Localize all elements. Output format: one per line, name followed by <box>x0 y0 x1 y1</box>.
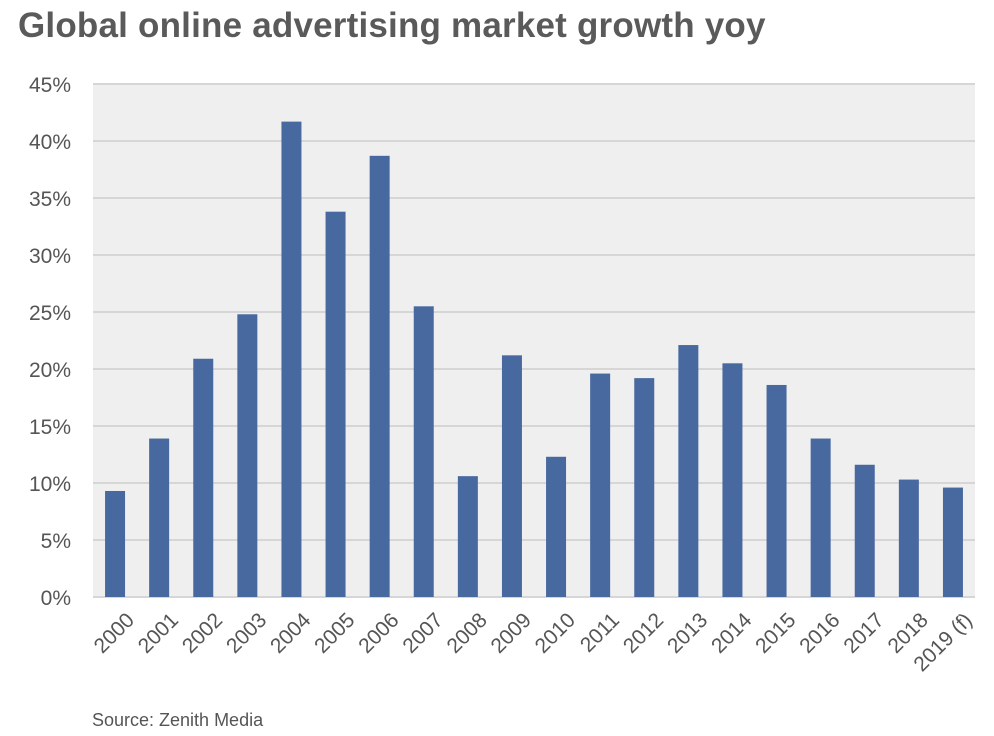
bar-2009 <box>501 355 522 597</box>
x-tick-label: 2016 <box>795 609 844 658</box>
bar-2008 <box>457 476 478 597</box>
bar-2017 <box>854 464 875 597</box>
x-tick-label: 2005 <box>310 609 359 658</box>
x-tick-label: 2003 <box>222 609 271 658</box>
y-tick-label: 35% <box>29 188 71 211</box>
bar-2005 <box>325 211 346 597</box>
bar-2010 <box>546 456 567 597</box>
x-tick-label: 2002 <box>178 609 227 658</box>
x-tick-label: 2017 <box>839 609 888 658</box>
bar-2000 <box>105 490 126 597</box>
bar-2006 <box>369 155 390 597</box>
bar-2012 <box>634 378 655 597</box>
y-tick-label: 30% <box>29 245 71 268</box>
bar-2003 <box>237 314 258 597</box>
x-tick-label: 2013 <box>663 609 712 658</box>
x-tick-label: 2004 <box>266 608 316 658</box>
bar-2015 <box>766 384 787 597</box>
y-tick-label: 40% <box>29 131 71 154</box>
x-tick-label: 2008 <box>442 609 491 658</box>
y-tick-label: 5% <box>41 530 71 553</box>
y-tick-label: 10% <box>29 473 71 496</box>
y-tick-label: 25% <box>29 302 71 325</box>
x-tick-label: 2000 <box>90 609 139 658</box>
bar-2004 <box>281 121 302 598</box>
bar-2007 <box>413 306 434 597</box>
bar-2002 <box>193 358 214 597</box>
bar-2019f <box>942 487 963 597</box>
bar-2011 <box>590 373 611 597</box>
x-tick-label: 2007 <box>398 609 447 658</box>
bar-2016 <box>810 438 831 597</box>
x-tick-label: 2015 <box>751 609 800 658</box>
bar-2018 <box>898 479 919 597</box>
plot-area <box>93 84 975 597</box>
x-tick-label: 2010 <box>531 609 580 658</box>
x-tick-label: 2011 <box>576 609 624 657</box>
x-tick-label: 2014 <box>707 608 757 658</box>
y-tick-label: 15% <box>29 416 71 439</box>
y-tick-label: 45% <box>29 74 71 97</box>
bar-2001 <box>149 438 170 597</box>
bar-2014 <box>722 363 743 597</box>
y-tick-label: 20% <box>29 359 71 382</box>
x-tick-label: 2012 <box>619 609 668 658</box>
chart-title: Global online advertising market growth … <box>18 6 766 45</box>
source-note: Source: Zenith Media <box>92 710 264 730</box>
y-tick-label: 0% <box>41 587 71 610</box>
x-tick-label: 2009 <box>487 609 536 658</box>
x-tick-label: 2006 <box>354 609 403 658</box>
bar-2013 <box>678 345 699 597</box>
x-tick-label: 2001 <box>134 609 183 658</box>
